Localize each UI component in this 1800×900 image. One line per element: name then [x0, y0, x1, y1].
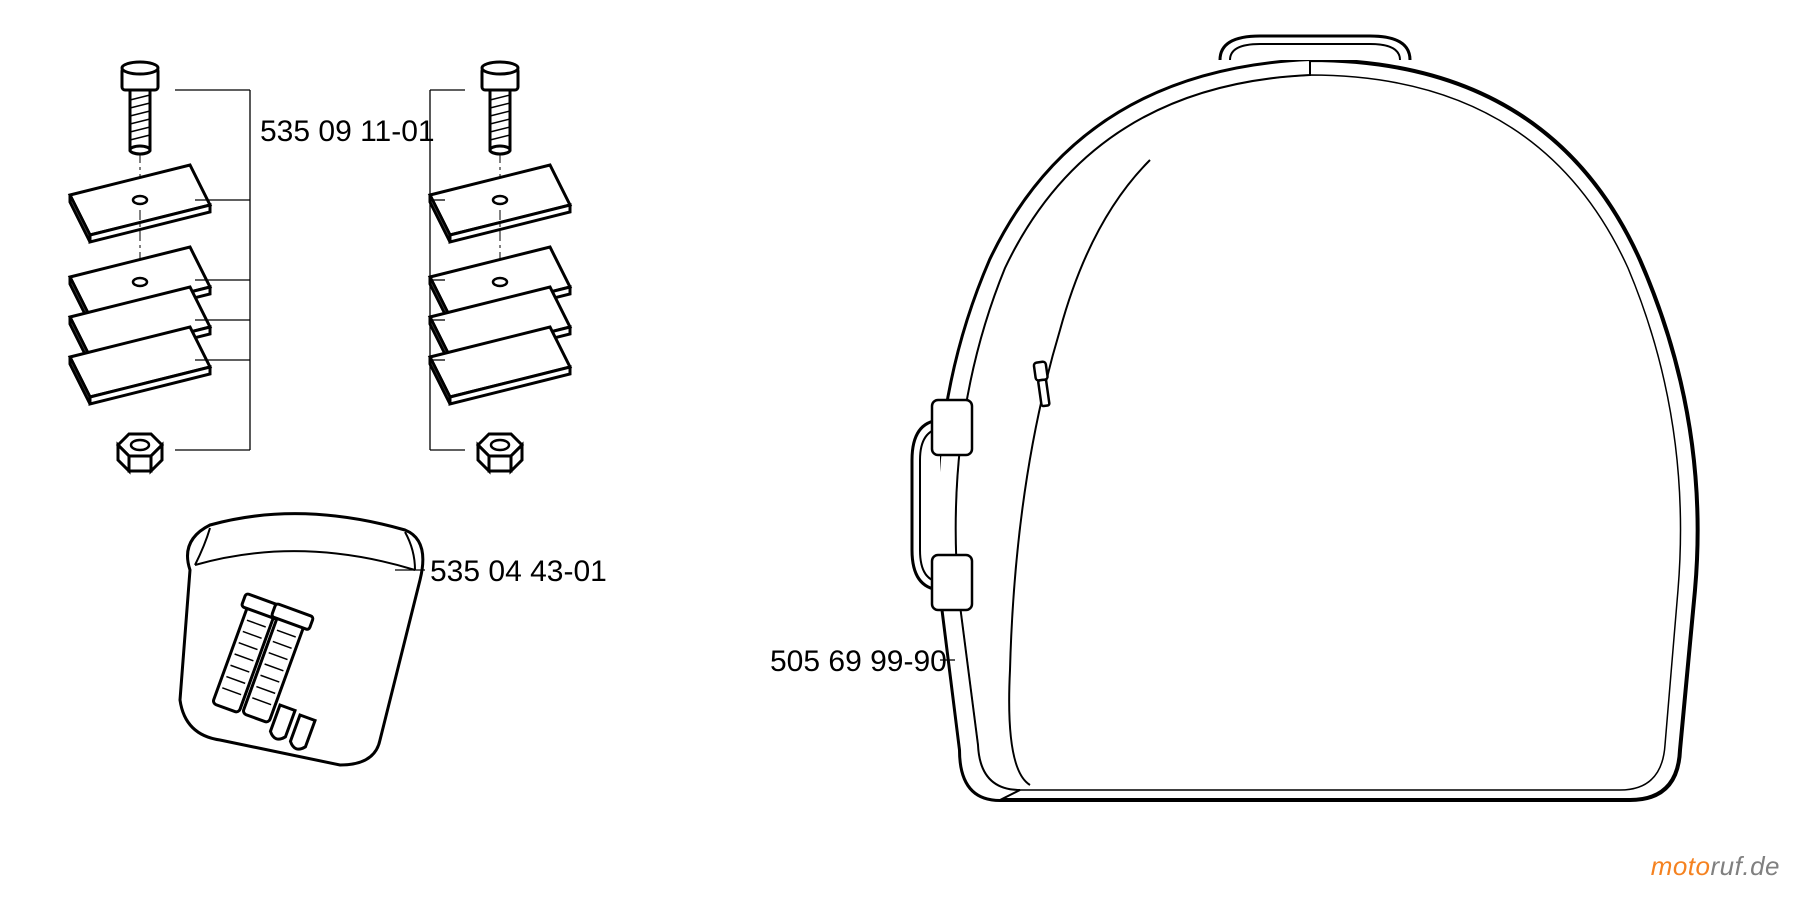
storage-bag-part-number: 505 69 99-90	[770, 645, 947, 679]
blade-assembly-left	[70, 62, 210, 471]
storage-bag-drawing	[912, 36, 1698, 800]
anchor-bag-part-number: 535 04 43-01	[430, 555, 607, 589]
anchor-bag-drawing	[180, 514, 423, 765]
blade-kit-part-number: 535 09 11-01	[260, 115, 435, 149]
watermark-prefix: moto	[1651, 851, 1711, 881]
watermark-suffix: ruf.de	[1711, 851, 1781, 881]
watermark: motoruf.de	[1651, 851, 1780, 882]
blade-assembly-right	[430, 62, 570, 471]
